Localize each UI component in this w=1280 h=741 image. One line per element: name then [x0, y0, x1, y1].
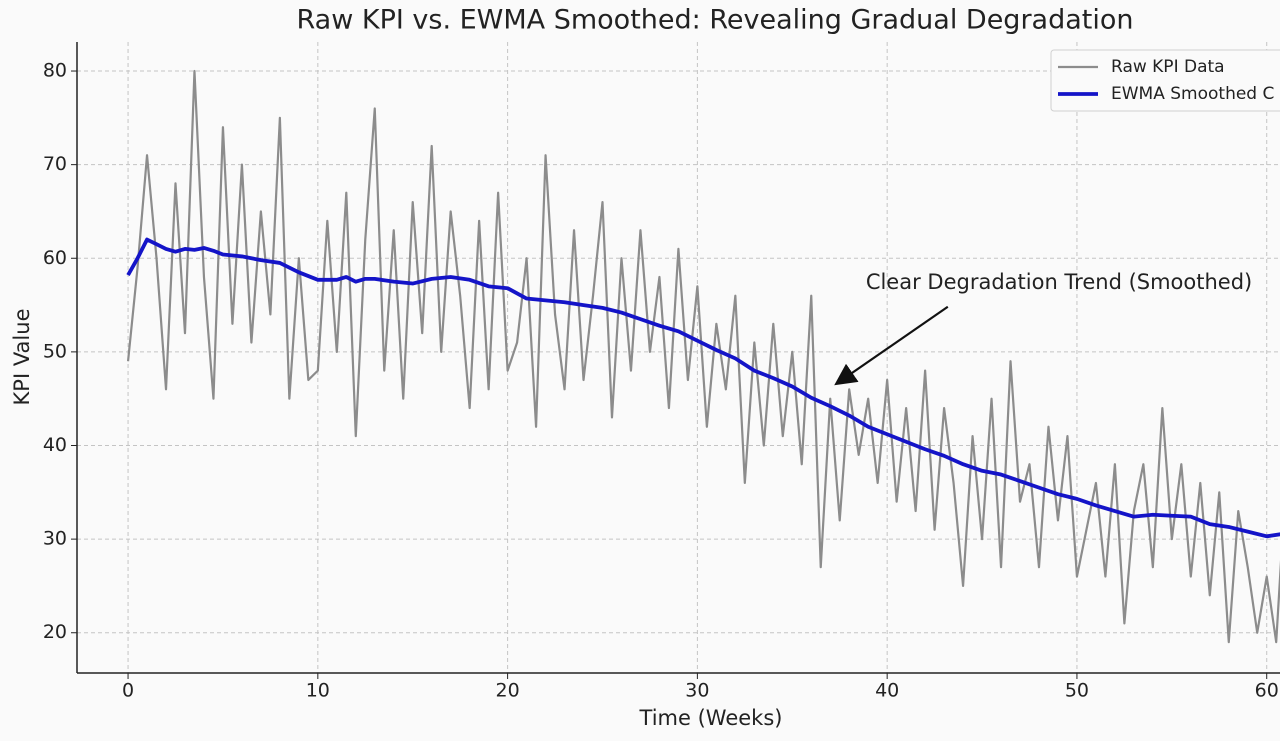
- annotation-arrow: [834, 305, 949, 386]
- series-line: [126, 237, 1280, 539]
- x-tick-label: 50: [1065, 680, 1089, 702]
- y-tick-label: 60: [43, 247, 67, 269]
- legend-label: Raw KPI Data: [1111, 57, 1225, 77]
- y-tick-label: 80: [43, 60, 67, 82]
- x-tick-label: 20: [496, 680, 520, 702]
- annotation-text: Clear Degradation Trend (Smoothed): [866, 270, 1252, 294]
- x-axis-label: Time (Weeks): [639, 706, 783, 730]
- x-tick-label: 10: [306, 680, 330, 702]
- y-tick-label: 50: [43, 340, 67, 362]
- chart-title: Raw KPI vs. EWMA Smoothed: Revealing Gra…: [297, 5, 1134, 36]
- y-tick-label: 40: [43, 434, 67, 456]
- legend-box: [1050, 49, 1280, 112]
- legend-label: EWMA Smoothed C: [1111, 84, 1274, 104]
- y-tick-label: 70: [43, 153, 67, 175]
- y-axis-label: KPI Value: [10, 309, 34, 406]
- x-tick-label: 0: [122, 680, 134, 702]
- x-tick-label: 30: [685, 680, 709, 702]
- x-tick-label: 40: [875, 680, 899, 702]
- series-line: [126, 69, 1280, 644]
- y-tick-label: 20: [43, 621, 67, 643]
- y-tick-label: 30: [43, 528, 67, 550]
- plot-area: [126, 69, 1280, 644]
- x-tick-label: 60: [1255, 680, 1279, 702]
- legend: Raw KPI Data EWMA Smoothed C: [1050, 49, 1280, 112]
